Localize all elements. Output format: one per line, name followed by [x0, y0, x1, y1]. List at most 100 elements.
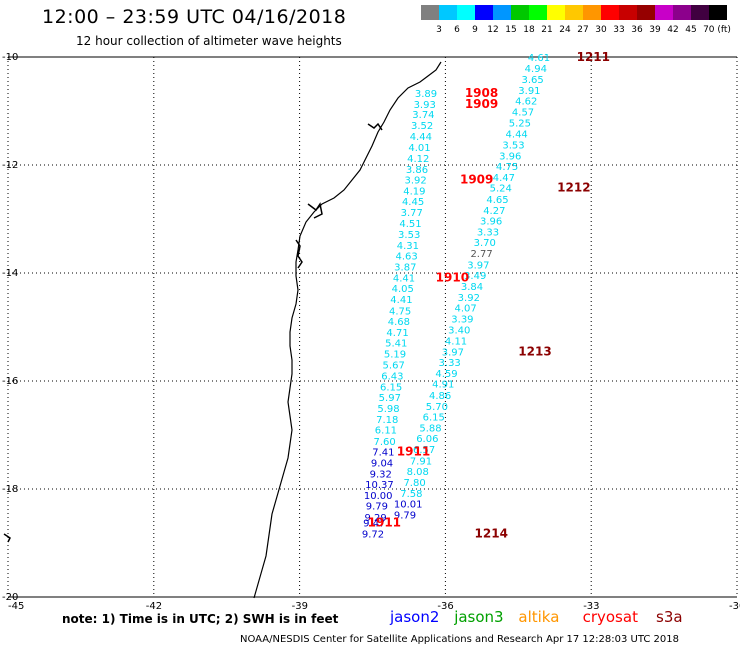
- wave-height-value: 6.15: [423, 413, 445, 424]
- wave-height-value: 4.27: [483, 206, 505, 217]
- legend-label: 45: [685, 25, 697, 35]
- satellite-name: cryosat: [582, 608, 638, 626]
- lon-tick-label: -39: [292, 601, 308, 612]
- pass-number-label: 1214: [475, 526, 508, 540]
- wave-height-value: 3.96: [499, 151, 521, 162]
- pass-number-label: 1911: [397, 445, 430, 459]
- wave-height-value: 3.84: [461, 282, 483, 293]
- wave-height-tracks: 3.893.933.743.524.444.014.123.863.924.19…: [362, 53, 550, 540]
- legend-swatch: [547, 5, 565, 20]
- wave-height-value: 4.75: [389, 306, 411, 317]
- wave-height-value: 3.40: [448, 326, 470, 337]
- wave-height-value: 9.79: [394, 510, 416, 521]
- wave-height-value: 5.97: [379, 393, 401, 404]
- wave-height-value: 9.29: [364, 513, 386, 524]
- wave-height-value: 4.05: [392, 284, 414, 295]
- wave-height-value: 3.87: [394, 263, 416, 274]
- satellite-name: s3a: [656, 608, 683, 626]
- legend-label: 24: [559, 25, 571, 35]
- wave-height-value: 8.08: [407, 467, 429, 478]
- wave-height-value: 3.89: [415, 89, 437, 100]
- credit-line: NOAA/NESDIS Center for Satellite Applica…: [240, 634, 679, 645]
- legend-label: 27: [577, 25, 589, 35]
- bay-detail: [307, 202, 323, 219]
- wave-height-value: 3.86: [406, 165, 428, 176]
- bay-detail: [367, 122, 383, 131]
- wave-height-value: 5.19: [384, 349, 406, 360]
- legend-label: 9: [472, 25, 478, 35]
- legend-label: 6: [454, 25, 460, 35]
- lon-tick-label: -45: [8, 601, 24, 612]
- wave-height-value: 4.41: [393, 273, 415, 284]
- wave-height-value: 3.91: [518, 86, 540, 97]
- wave-height-value: 7.60: [374, 437, 396, 448]
- lat-tick-label: -18: [2, 484, 18, 495]
- wave-height-value: 4.57: [512, 108, 534, 119]
- wave-height-value: 6.57: [413, 445, 435, 456]
- wave-height-value: 4.51: [399, 219, 421, 230]
- legend-swatch: [565, 5, 583, 20]
- pass-number-label: 1910: [436, 270, 469, 284]
- wave-height-value: 7.18: [376, 415, 398, 426]
- legend-label: 15: [505, 25, 517, 35]
- wave-height-value: 3.97: [467, 260, 489, 271]
- wave-height-value: 5.41: [385, 339, 407, 350]
- wave-height-value: 4.31: [397, 241, 419, 252]
- legend-label: 21: [541, 25, 553, 35]
- legend-swatch: [673, 5, 691, 20]
- legend-swatch: [529, 5, 547, 20]
- legend-swatch: [439, 5, 457, 20]
- wave-height-value: 5.70: [426, 402, 448, 413]
- legend-label: 42: [667, 25, 679, 35]
- legend-swatch: [709, 5, 727, 20]
- wave-height-value: 3.74: [412, 110, 434, 121]
- wave-height-value: 5.24: [490, 184, 512, 195]
- wave-height-value: 3.49: [464, 271, 486, 282]
- satellite-name: altika: [518, 608, 560, 626]
- wave-height-value: 4.07: [454, 304, 476, 315]
- wave-height-value: 9.32: [370, 469, 392, 480]
- pass-number-label: 1909: [460, 173, 493, 187]
- wave-height-value: 5.25: [509, 118, 531, 129]
- wave-height-value: 4.41: [390, 295, 412, 306]
- wave-height-value: 5.67: [383, 360, 405, 371]
- satellite-name: jason3: [454, 608, 504, 626]
- lat-tick-label: -14: [2, 268, 18, 279]
- pass-number-label: 1212: [557, 181, 590, 195]
- legend-swatch: [475, 5, 493, 20]
- map-frame: [8, 56, 737, 598]
- wave-height-value: 3.92: [458, 293, 480, 304]
- wave-height-value: 5.98: [377, 404, 399, 415]
- legend-swatch: [637, 5, 655, 20]
- legend-label: 39: [649, 25, 661, 35]
- lon-tick-label: -30: [729, 601, 740, 612]
- wave-height-value: 7.91: [410, 456, 432, 467]
- lon-tick-label: -36: [437, 601, 453, 612]
- wave-height-value: 10.37: [365, 480, 394, 491]
- lat-tick-label: -20: [2, 592, 18, 603]
- wave-height-value: 4.01: [408, 143, 430, 154]
- wave-height-value: 9.04: [371, 459, 393, 470]
- wave-height-value: 7.58: [400, 489, 422, 500]
- island: [3, 533, 11, 543]
- wave-height-value: 4.44: [410, 132, 432, 143]
- wave-height-value: 3.65: [521, 75, 543, 86]
- wave-height-value: 5.88: [419, 423, 441, 434]
- wave-height-value: 3.93: [414, 100, 436, 111]
- wave-height-value: 4.68: [388, 317, 410, 328]
- legend-swatch: [421, 5, 439, 20]
- wave-height-value: 3.97: [442, 347, 464, 358]
- wave-height-value: 7.41: [372, 448, 394, 459]
- legend-swatch: [511, 5, 529, 20]
- wave-height-value: 4.12: [407, 154, 429, 165]
- legend-swatch: [619, 5, 637, 20]
- wave-height-value: 6.15: [380, 382, 402, 393]
- legend-swatch: [583, 5, 601, 20]
- wave-height-value: 6.06: [416, 434, 438, 445]
- legend-swatch: [655, 5, 673, 20]
- wave-height-value: 4.47: [493, 173, 515, 184]
- wave-height-value: 3.39: [451, 314, 473, 325]
- lat-tick-label: -10: [2, 52, 18, 63]
